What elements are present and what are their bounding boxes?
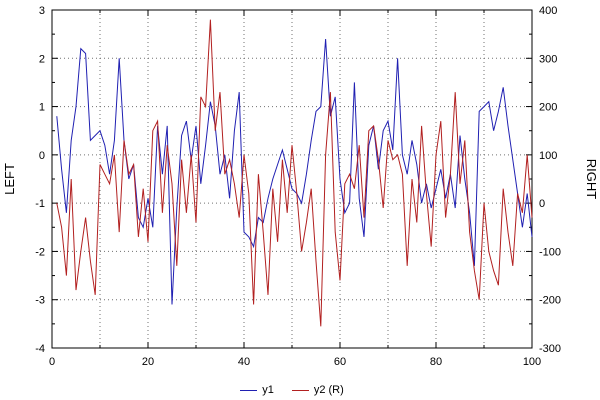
legend-item-y2: y2 (R) <box>291 384 344 396</box>
left-tick-label: 0 <box>39 150 45 162</box>
left-tick-label: -1 <box>35 198 45 210</box>
right-tick-label: -100 <box>539 246 561 258</box>
right-tick-label: 200 <box>539 102 557 114</box>
right-tick-label: 100 <box>539 150 557 162</box>
right-tick-label: 400 <box>539 5 557 17</box>
legend-label-y2: y2 (R) <box>313 384 344 396</box>
series-line-y1 <box>56 38 533 305</box>
x-tick-label: 40 <box>238 356 250 368</box>
x-tick-label: 60 <box>334 356 346 368</box>
left-tick-label: -3 <box>35 295 45 307</box>
legend: y1 y2 (R) <box>52 384 532 396</box>
right-axis-title: RIGHT <box>584 159 599 200</box>
x-tick-label: 100 <box>523 356 541 368</box>
series-line-y2r <box>56 19 533 327</box>
right-tick-label: 300 <box>539 53 557 65</box>
left-tick-label: 3 <box>39 5 45 17</box>
right-tick-label: 0 <box>539 198 545 210</box>
left-tick-label: -2 <box>35 246 45 258</box>
x-tick-label: 0 <box>49 356 55 368</box>
y2-line-swatch <box>291 389 309 391</box>
left-tick-label: 1 <box>39 102 45 114</box>
legend-label-y1: y1 <box>262 384 274 396</box>
left-tick-label: -4 <box>35 343 45 355</box>
right-tick-label: -300 <box>539 343 561 355</box>
left-tick-label: 2 <box>39 53 45 65</box>
y1-line-swatch <box>240 389 258 391</box>
right-tick-label: -200 <box>539 295 561 307</box>
x-tick-label: 20 <box>142 356 154 368</box>
left-axis-title: LEFT <box>2 163 17 195</box>
x-tick-label: 80 <box>430 356 442 368</box>
legend-item-y1: y1 <box>240 384 274 396</box>
